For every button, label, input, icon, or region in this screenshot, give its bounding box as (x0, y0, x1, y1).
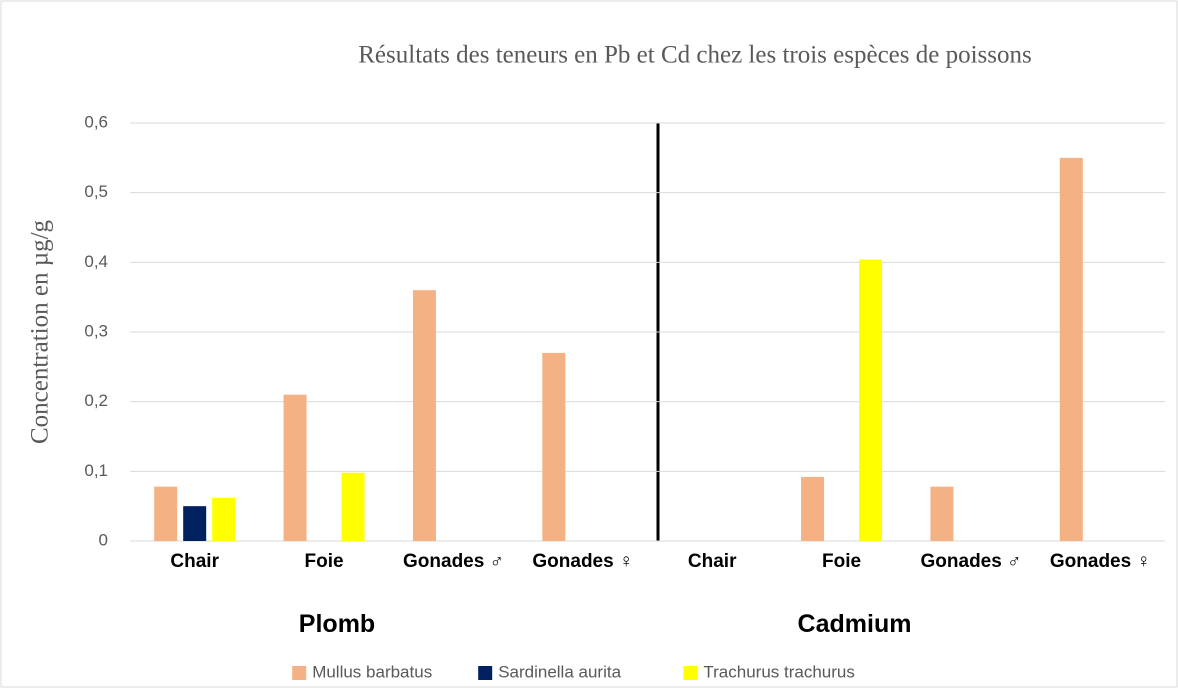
legend-swatch (292, 666, 307, 680)
y-axis-label: Concentration en µg/g (27, 219, 54, 444)
y-tick-label: 0,3 (84, 321, 108, 340)
bar (542, 352, 566, 541)
x-tick-label: Foie (304, 551, 344, 572)
bar (212, 497, 236, 541)
bar (930, 486, 954, 541)
bar (801, 476, 825, 541)
bar (412, 290, 436, 541)
bar (283, 394, 307, 541)
legend-swatch (478, 666, 493, 680)
x-tick-label: Chair (687, 551, 737, 572)
legend-label: Sardinella aurita (498, 662, 621, 681)
x-tick-label: Gonades ♂ (920, 551, 1022, 572)
group-label: Cadmium (797, 610, 912, 638)
bar (341, 472, 365, 541)
x-tick-label: Gonades ♂ (403, 551, 504, 572)
bar (154, 486, 178, 541)
y-tick-label: 0,4 (84, 252, 108, 271)
chart-title: Résultats des teneurs en Pb et Cd chez l… (358, 42, 1031, 69)
x-tick-label: Foie (822, 551, 862, 572)
y-tick-label: 0,6 (84, 112, 108, 131)
legend-label: Mullus barbatus (312, 662, 432, 681)
x-tick-label: Gonades ♀ (1049, 551, 1151, 572)
x-tick-label: Chair (170, 551, 219, 572)
y-tick-label: 0,2 (84, 391, 108, 410)
group-label: Plomb (298, 610, 376, 638)
y-tick-label: 0 (99, 530, 108, 549)
bar (1059, 157, 1083, 542)
x-tick-label: Gonades ♀ (532, 551, 634, 572)
legend-swatch (683, 666, 698, 680)
y-tick-label: 0,5 (84, 182, 108, 201)
bar (183, 506, 207, 541)
y-tick-label: 0,1 (84, 461, 108, 480)
bar (859, 259, 883, 541)
legend-label: Trachurus trachurus (703, 662, 854, 681)
